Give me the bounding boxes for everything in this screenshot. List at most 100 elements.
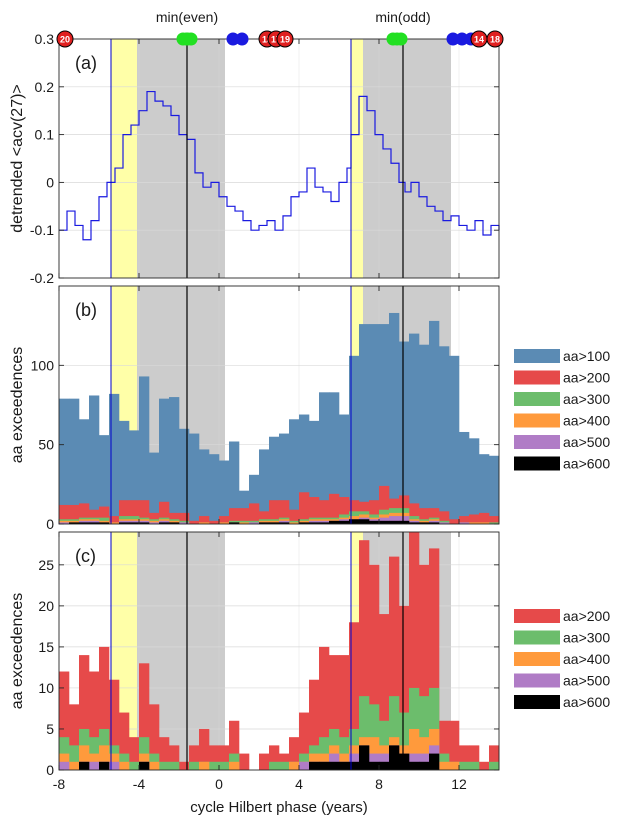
bar-aa-gt-600 <box>279 522 290 524</box>
bar-aa-gt-600 <box>69 522 80 524</box>
bar-aa-gt-200 <box>489 745 500 770</box>
bar-aa-gt-100 <box>289 419 300 524</box>
y-axis-label: aa exceedences <box>9 593 26 710</box>
bar-aa-gt-200 <box>419 564 430 770</box>
bar-aa-gt-300 <box>469 761 480 770</box>
legend-swatch <box>514 695 560 709</box>
bar-aa-gt-200 <box>139 500 150 524</box>
bar-aa-gt-300 <box>269 761 280 770</box>
bar-aa-gt-100 <box>439 346 450 524</box>
bar-aa-gt-600 <box>319 522 330 524</box>
bar-aa-gt-600 <box>359 519 370 524</box>
legend-label: aa>600 <box>563 694 610 710</box>
bar-aa-gt-200 <box>219 516 230 524</box>
bar-aa-gt-400 <box>439 761 450 770</box>
bar-aa-gt-400 <box>149 761 160 770</box>
bar-aa-gt-600 <box>369 520 380 524</box>
bar-aa-gt-200 <box>329 655 340 770</box>
bar-aa-gt-500 <box>149 522 160 524</box>
bar-aa-gt-200 <box>479 761 490 770</box>
legend-swatch <box>514 673 560 688</box>
bar-aa-gt-600 <box>139 761 150 770</box>
bar-aa-gt-100 <box>379 324 390 524</box>
bar-aa-gt-500 <box>249 522 260 524</box>
red-marker-number: 19 <box>280 35 290 45</box>
green-marker <box>390 32 404 46</box>
bar-aa-gt-200 <box>109 679 120 770</box>
bar-aa-gt-200 <box>309 679 320 770</box>
bar-aa-gt-200 <box>459 745 470 770</box>
bar-aa-gt-600 <box>329 761 340 770</box>
bar-aa-gt-300 <box>209 761 220 770</box>
panel-b: 0 50 100 (b) aa exceedences aa>100 aa>200 aa>30… <box>9 285 610 532</box>
bar-aa-gt-600 <box>329 520 340 524</box>
legend-swatch <box>514 413 560 428</box>
bar-aa-gt-100 <box>299 414 310 524</box>
y-tick-label: 5 <box>46 721 54 737</box>
bar-aa-gt-100 <box>359 324 370 524</box>
bar-aa-gt-200 <box>319 646 330 770</box>
bar-aa-gt-600 <box>159 522 170 524</box>
bar-aa-gt-500 <box>299 761 310 770</box>
bar-aa-gt-100 <box>429 320 440 524</box>
bar-aa-gt-400 <box>109 522 120 524</box>
bar-aa-gt-200 <box>179 761 190 770</box>
bar-aa-gt-200 <box>79 503 90 524</box>
bar-aa-gt-400 <box>199 761 210 770</box>
bar-aa-gt-100 <box>489 455 500 524</box>
bar-aa-gt-400 <box>69 761 80 770</box>
bar-aa-gt-100 <box>349 355 360 524</box>
y-tick-label: 0 <box>46 174 54 190</box>
bar-aa-gt-100 <box>189 433 200 524</box>
red-marker-number: 13 <box>262 35 272 45</box>
y-tick-label: 10 <box>38 680 54 696</box>
panel-a: -0.2 -0.1 0 0.1 0.2 0.3 (a) detrended <acv(27)>… <box>9 30 504 286</box>
bar-aa-gt-200 <box>379 614 390 770</box>
bar-aa-gt-200 <box>209 745 220 770</box>
bar-aa-gt-200 <box>289 509 300 524</box>
bar-aa-gt-200 <box>329 493 340 524</box>
bar-aa-gt-200 <box>189 745 200 770</box>
bar-aa-gt-100 <box>179 428 190 524</box>
bar-aa-gt-200 <box>439 720 450 770</box>
legend-swatch <box>514 435 560 449</box>
bar-aa-gt-600 <box>269 522 280 524</box>
bar-aa-gt-200 <box>249 503 260 524</box>
legend-label: aa>500 <box>563 673 610 689</box>
bar-aa-gt-300 <box>189 761 200 770</box>
y-tick-label: 0.1 <box>35 127 55 143</box>
panel-c: 0 5 10 15 20 25 -8 -4 0 4 8 12 cycle Hilbert phase (… <box>9 531 610 816</box>
bar-aa-gt-200 <box>439 511 450 524</box>
bar-aa-gt-400 <box>199 522 210 524</box>
bar-aa-gt-500 <box>399 516 410 524</box>
bar-aa-gt-500 <box>389 516 400 524</box>
legend-label: aa>200 <box>563 608 610 624</box>
red-numbered-marker <box>486 30 504 48</box>
bar-aa-gt-600 <box>89 522 100 524</box>
bar-aa-gt-100 <box>329 392 340 524</box>
blue-marker <box>446 32 460 46</box>
bar-aa-gt-200 <box>59 504 70 524</box>
bar-aa-gt-400 <box>99 745 110 770</box>
bar-aa-gt-200 <box>469 745 480 770</box>
bar-aa-gt-600 <box>419 761 430 770</box>
bar-aa-gt-600 <box>309 522 320 524</box>
legend-label: aa>300 <box>563 630 610 646</box>
bar-aa-gt-200 <box>239 508 250 524</box>
bar-aa-gt-200 <box>69 704 80 770</box>
y-tick-label: 15 <box>38 639 54 655</box>
bar-aa-gt-100 <box>199 449 210 524</box>
red-numbered-marker <box>56 30 74 48</box>
bar-aa-gt-100 <box>79 419 90 524</box>
bar-aa-gt-600 <box>169 522 180 524</box>
bar-aa-gt-200 <box>379 485 390 524</box>
bar-aa-gt-100 <box>399 341 410 524</box>
bar-aa-gt-200 <box>259 753 270 770</box>
bar-aa-gt-600 <box>119 522 130 524</box>
bar-aa-gt-200 <box>369 500 380 524</box>
bar-aa-gt-300 <box>359 696 370 770</box>
bar-aa-gt-100 <box>409 333 420 524</box>
bar-aa-gt-300 <box>279 761 290 770</box>
axes-frame <box>58 531 500 771</box>
bar-aa-gt-600 <box>299 522 310 524</box>
